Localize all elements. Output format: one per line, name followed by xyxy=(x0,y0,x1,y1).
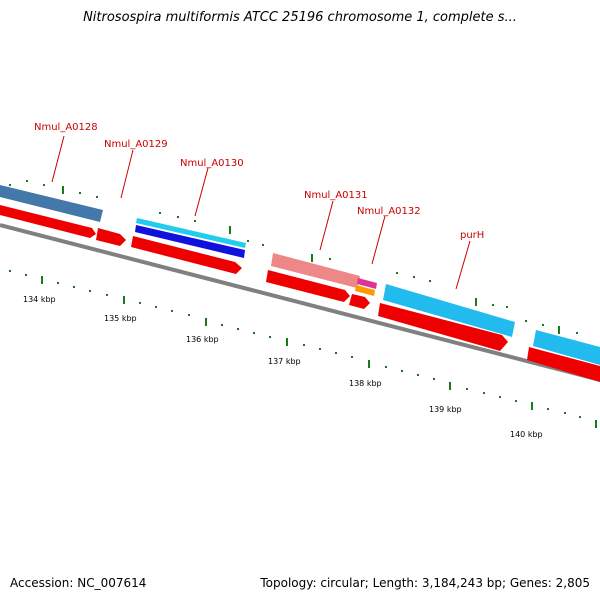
gene-label[interactable]: purH xyxy=(460,230,484,241)
gene-label[interactable]: Nmul_A0132 xyxy=(357,206,421,217)
cds-track xyxy=(0,205,600,382)
gene-bar-Nmul_A0131 xyxy=(271,253,360,288)
scale-labels: 134 kbp 135 kbp 136 kbp 137 kbp 138 kbp … xyxy=(23,295,543,439)
gene-label-leaders xyxy=(51,135,471,290)
cds-arrow xyxy=(527,347,600,382)
gene-bar-Nmul_A0132-orange xyxy=(355,285,375,296)
gene-label[interactable]: Nmul_A0129 xyxy=(104,139,168,150)
gene-label[interactable]: Nmul_A0128 xyxy=(34,122,98,133)
gene-bar-Nmul_A0132-magenta xyxy=(357,278,377,289)
gene-bar-Nmul_A0130-navy xyxy=(135,225,245,258)
gene-features xyxy=(0,185,600,365)
gene-bar-next xyxy=(533,330,600,365)
accession-text: Accession: NC_007614 xyxy=(10,576,147,590)
genome-summary-text: Topology: circular; Length: 3,184,243 bp… xyxy=(260,576,590,590)
map-title: Nitrosospira multiformis ATCC 25196 chro… xyxy=(83,10,517,25)
cds-arrow xyxy=(96,228,126,246)
gene-bar-Nmul_A0128 xyxy=(0,185,103,222)
gene-bar-Nmul_A0130-cyan xyxy=(136,218,246,248)
scale-label: 136 kbp xyxy=(186,335,219,344)
upper-tick-row xyxy=(9,180,578,334)
scale-label: 138 kbp xyxy=(349,379,382,388)
cds-arrow xyxy=(0,205,96,238)
scale-label: 137 kbp xyxy=(268,357,301,366)
cds-arrow xyxy=(131,236,242,274)
scale-label: 139 kbp xyxy=(429,405,462,414)
genome-backbone xyxy=(0,223,600,382)
scale-label: 135 kbp xyxy=(104,314,137,323)
scale-label: 134 kbp xyxy=(23,295,56,304)
cds-arrow xyxy=(378,303,508,351)
lower-tick-row xyxy=(9,270,597,428)
cds-arrow xyxy=(349,294,370,309)
gene-label[interactable]: Nmul_A0131 xyxy=(304,190,368,201)
scale-label: 140 kbp xyxy=(510,430,543,439)
cds-arrow xyxy=(266,270,350,302)
gene-labels: Nmul_A0128 Nmul_A0129 Nmul_A0130 Nmul_A0… xyxy=(34,122,484,241)
gene-label[interactable]: Nmul_A0130 xyxy=(180,158,244,169)
gene-bar-purH xyxy=(383,284,515,337)
